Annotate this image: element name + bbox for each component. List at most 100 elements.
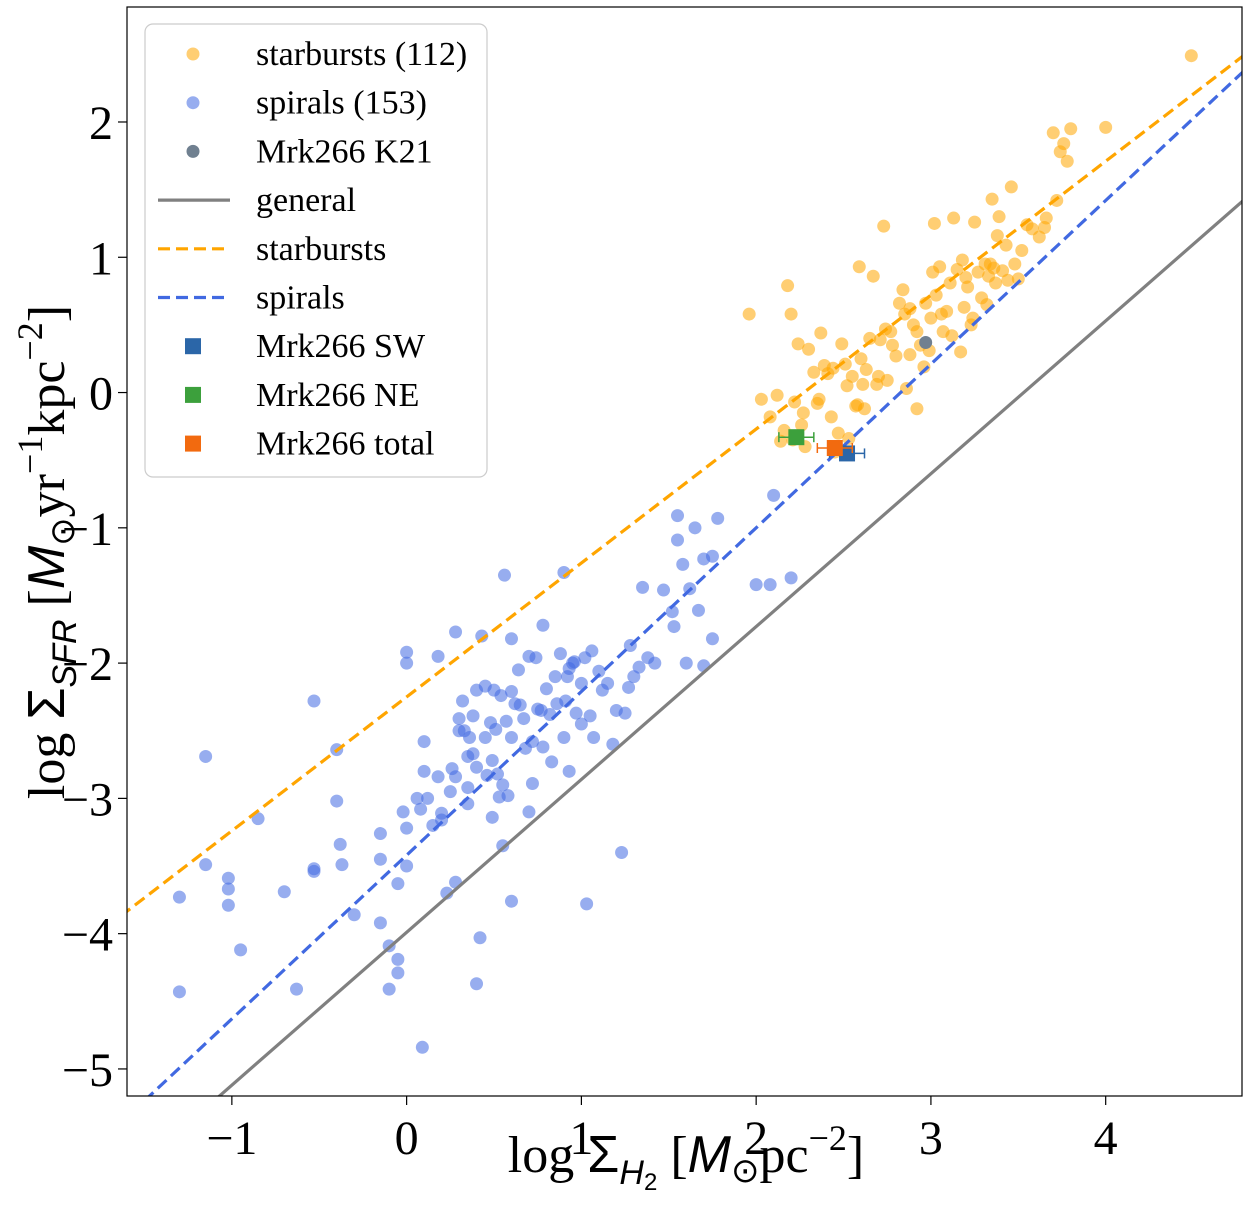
spiral-point <box>414 802 428 816</box>
spiral-point <box>333 837 347 851</box>
spiral-point <box>431 649 445 663</box>
spiral-point <box>221 871 235 885</box>
legend-general-label: general <box>256 182 356 219</box>
legend-box <box>144 23 488 478</box>
spiral-point <box>410 791 424 805</box>
spiral-point <box>622 680 636 694</box>
starburst-point <box>945 329 959 343</box>
starburst-point <box>933 260 947 274</box>
mrk266-k21-point <box>919 335 933 349</box>
spiral-point <box>711 511 725 525</box>
spiral-point <box>466 747 480 761</box>
axis-ticks: −1 0 1 2 3 4 −5 −4 −3 −2 −1 0 1 2 <box>62 97 1118 1165</box>
starburst-point <box>999 238 1013 252</box>
spiral-point <box>636 580 650 594</box>
starburst-point <box>959 271 973 285</box>
spiral-point <box>400 645 414 659</box>
spiral-point <box>513 698 527 712</box>
spiral-point <box>251 812 265 826</box>
legend-spirals-label: spirals <box>256 280 345 317</box>
x-tick-label: 4 <box>1094 1112 1118 1165</box>
starburst-point <box>1032 230 1046 244</box>
spiral-point <box>671 509 685 523</box>
spiral-point <box>475 629 489 643</box>
starburst-point <box>889 349 903 363</box>
starburst-point <box>910 325 924 339</box>
spiral-point <box>452 724 466 738</box>
spiral-point <box>580 897 594 911</box>
spiral-point <box>499 714 513 728</box>
starburst-point <box>851 398 865 412</box>
spiral-point <box>539 682 553 696</box>
spiral-point <box>504 894 518 908</box>
spiral-point <box>657 583 671 597</box>
spiral-point <box>466 709 480 723</box>
starburst-point <box>873 333 887 347</box>
spiral-point <box>548 670 562 684</box>
spiral-point <box>705 632 719 646</box>
spiral-point <box>347 908 361 922</box>
spiral-point <box>485 754 499 768</box>
starburst-point <box>989 276 1003 290</box>
spiral-point <box>749 578 763 592</box>
spiral-point <box>456 694 470 708</box>
mrk266-total-marker <box>826 440 843 457</box>
legend-mrk266-total-label: Mrk266 total <box>256 426 434 463</box>
legend-mrk266-ne-swatch <box>185 386 201 403</box>
spiral-point <box>373 852 387 866</box>
spiral-point <box>511 663 525 677</box>
starburst-point <box>910 402 924 416</box>
spiral-point <box>391 952 405 966</box>
spiral-point <box>545 755 559 769</box>
starburst-point <box>852 260 866 274</box>
spiral-point <box>688 521 702 535</box>
starburst-point <box>859 363 873 377</box>
starburst-point <box>1099 120 1113 134</box>
spiral-point <box>415 1040 429 1054</box>
starburst-point <box>795 418 809 432</box>
x-tick-label: 3 <box>919 1112 943 1165</box>
legend-starbursts-112-swatch <box>186 47 200 61</box>
spiral-point <box>277 885 291 899</box>
y-axis-label: log ΣSFR [M⊙yr−1kpc−2] <box>10 305 84 799</box>
x-tick-label: −1 <box>206 1112 257 1165</box>
legend-spirals-153-swatch <box>186 96 200 110</box>
fit-lines <box>127 54 1242 1096</box>
starburst-point <box>812 392 826 406</box>
x-axis-label: log ΣH2 [M⊙pc−2] <box>508 1118 864 1196</box>
spiral-point <box>667 620 681 634</box>
starburst-point <box>831 426 845 440</box>
spiral-point <box>382 982 396 996</box>
legend-mrk266-k21-swatch <box>186 144 200 158</box>
starburst-point <box>742 307 756 321</box>
starburst-point <box>791 337 805 351</box>
legend-mrk266-k21-label: Mrk266 K21 <box>256 133 433 170</box>
starburst-point <box>770 388 784 402</box>
spiral-point <box>307 694 321 708</box>
spiral-point <box>400 821 414 835</box>
starburst-point <box>1038 221 1052 235</box>
spiral-point <box>373 827 387 841</box>
spiral-point <box>491 767 505 781</box>
starburst-point <box>896 283 910 297</box>
starburst-point <box>1008 257 1022 271</box>
spiral-point <box>522 805 536 819</box>
mrk266-ne-marker <box>788 429 805 446</box>
spiral-point <box>574 717 588 731</box>
spiral-point <box>525 777 539 791</box>
starburst-point <box>924 311 938 325</box>
spiral-point <box>767 488 781 502</box>
spiral-point <box>396 805 410 819</box>
spiral-point <box>691 603 705 617</box>
starburst-point <box>777 423 791 437</box>
spiral-point <box>452 712 466 726</box>
spiral-point <box>443 785 457 799</box>
spiral-point <box>391 877 405 891</box>
spiral-point <box>307 864 321 878</box>
starburst-point <box>842 432 856 446</box>
spiral-point <box>461 781 475 795</box>
starburst-point <box>824 410 838 424</box>
spiral-point <box>501 789 515 803</box>
starburst-point <box>802 342 816 356</box>
